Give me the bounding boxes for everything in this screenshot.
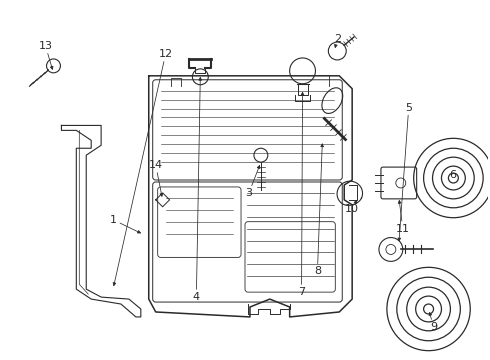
Text: 11: 11 bbox=[396, 224, 410, 234]
Text: 7: 7 bbox=[298, 287, 305, 297]
Text: 2: 2 bbox=[334, 34, 341, 44]
Text: 5: 5 bbox=[405, 103, 412, 113]
Text: 10: 10 bbox=[345, 204, 359, 214]
Text: 8: 8 bbox=[314, 266, 321, 276]
Text: 9: 9 bbox=[430, 322, 437, 332]
Text: 3: 3 bbox=[245, 188, 252, 198]
Text: 6: 6 bbox=[449, 170, 456, 180]
Text: 12: 12 bbox=[159, 49, 172, 59]
Text: 1: 1 bbox=[110, 215, 117, 225]
Text: 13: 13 bbox=[39, 41, 52, 51]
Text: 14: 14 bbox=[148, 160, 163, 170]
Text: 4: 4 bbox=[193, 292, 200, 302]
